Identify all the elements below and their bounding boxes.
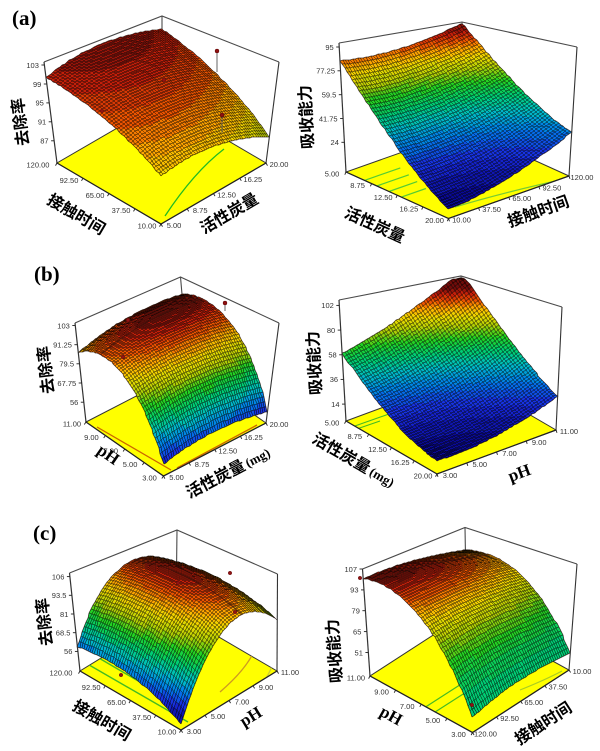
svg-text:3.00: 3.00 xyxy=(443,471,458,480)
svg-text:95: 95 xyxy=(35,99,43,108)
svg-text:3.00: 3.00 xyxy=(142,474,157,483)
svg-text:12.50: 12.50 xyxy=(374,193,393,202)
svg-text:(a): (a) xyxy=(12,6,37,30)
svg-text:16.25: 16.25 xyxy=(243,175,262,184)
svg-text:68.5: 68.5 xyxy=(56,629,71,638)
svg-text:11.00: 11.00 xyxy=(560,427,578,436)
svg-text:5.00: 5.00 xyxy=(211,712,226,721)
svg-text:9.00: 9.00 xyxy=(374,688,389,697)
svg-text:107: 107 xyxy=(344,565,357,574)
svg-text:5.00: 5.00 xyxy=(472,460,487,469)
svg-text:77.25: 77.25 xyxy=(316,67,335,76)
svg-text:20.00: 20.00 xyxy=(414,472,433,481)
svg-text:10.00: 10.00 xyxy=(573,667,592,676)
svg-text:102: 102 xyxy=(321,301,334,310)
svg-text:20.00: 20.00 xyxy=(270,420,289,429)
svg-text:24: 24 xyxy=(331,138,339,147)
svg-text:65.00: 65.00 xyxy=(512,194,531,203)
svg-text:5.00: 5.00 xyxy=(169,473,184,482)
svg-text:12.50: 12.50 xyxy=(217,191,236,200)
svg-text:8.75: 8.75 xyxy=(347,432,362,441)
svg-text:56: 56 xyxy=(70,398,78,407)
svg-text:65.00: 65.00 xyxy=(107,698,126,707)
svg-text:36: 36 xyxy=(330,375,338,384)
svg-text:120.00: 120.00 xyxy=(474,730,497,739)
svg-text:20.00: 20.00 xyxy=(425,216,444,225)
svg-text:92.50: 92.50 xyxy=(82,683,101,692)
svg-text:58: 58 xyxy=(328,351,336,360)
svg-text:12.50: 12.50 xyxy=(368,445,387,454)
svg-text:16.25: 16.25 xyxy=(400,204,419,213)
svg-text:91.25: 91.25 xyxy=(53,341,72,350)
svg-text:93.5: 93.5 xyxy=(52,591,67,600)
svg-text:37.50: 37.50 xyxy=(549,683,568,692)
svg-text:56: 56 xyxy=(64,647,72,656)
svg-text:103: 103 xyxy=(57,321,70,330)
svg-text:8.75: 8.75 xyxy=(350,181,365,190)
svg-text:37.50: 37.50 xyxy=(112,206,131,215)
svg-text:87: 87 xyxy=(40,137,48,146)
svg-text:120.00: 120.00 xyxy=(27,161,50,170)
svg-text:7.00: 7.00 xyxy=(400,702,415,711)
svg-text:7.00: 7.00 xyxy=(502,449,517,458)
svg-text:3.00: 3.00 xyxy=(451,730,466,739)
svg-text:5.00: 5.00 xyxy=(426,716,441,725)
svg-text:11.00: 11.00 xyxy=(63,420,81,429)
svg-text:79.5: 79.5 xyxy=(59,360,74,369)
svg-text:41.75: 41.75 xyxy=(319,114,338,123)
svg-text:14: 14 xyxy=(331,400,339,409)
svg-text:8.75: 8.75 xyxy=(195,460,210,469)
svg-text:9.00: 9.00 xyxy=(259,683,274,692)
svg-text:106: 106 xyxy=(52,572,65,581)
svg-text:65: 65 xyxy=(353,627,361,636)
svg-text:8.75: 8.75 xyxy=(193,206,208,215)
svg-text:79: 79 xyxy=(352,607,360,616)
svg-text:12.50: 12.50 xyxy=(218,447,237,456)
svg-text:65.00: 65.00 xyxy=(524,698,543,707)
svg-text:120.00: 120.00 xyxy=(50,669,73,678)
svg-text:5.00: 5.00 xyxy=(123,460,138,469)
svg-text:67.75: 67.75 xyxy=(57,379,76,388)
svg-text:16.25: 16.25 xyxy=(391,458,410,467)
svg-text:(b): (b) xyxy=(34,262,60,286)
svg-text:103: 103 xyxy=(26,61,39,70)
svg-text:7.00: 7.00 xyxy=(235,698,250,707)
svg-text:11.00: 11.00 xyxy=(281,668,299,677)
svg-text:16.25: 16.25 xyxy=(244,433,263,442)
svg-text:10.00: 10.00 xyxy=(158,728,177,737)
svg-text:5.00: 5.00 xyxy=(167,221,182,230)
svg-text:51: 51 xyxy=(355,648,363,657)
svg-text:99: 99 xyxy=(33,80,41,89)
svg-text:81: 81 xyxy=(60,610,68,619)
svg-text:59.5: 59.5 xyxy=(322,91,337,100)
svg-text:92.50: 92.50 xyxy=(60,176,79,185)
svg-text:92.50: 92.50 xyxy=(543,184,562,193)
svg-text:65.00: 65.00 xyxy=(86,191,105,200)
svg-text:10.00: 10.00 xyxy=(452,216,471,225)
svg-text:5.00: 5.00 xyxy=(325,170,340,179)
svg-text:92.50: 92.50 xyxy=(500,714,519,723)
svg-text:91: 91 xyxy=(38,118,46,127)
svg-text:20.00: 20.00 xyxy=(270,160,289,169)
svg-text:11.00: 11.00 xyxy=(347,674,365,683)
svg-text:9.00: 9.00 xyxy=(532,438,547,447)
svg-text:93: 93 xyxy=(350,586,358,595)
svg-text:5.00: 5.00 xyxy=(325,419,340,428)
svg-text:120.00: 120.00 xyxy=(571,173,594,182)
svg-text:95: 95 xyxy=(325,43,333,52)
svg-text:9.00: 9.00 xyxy=(84,433,99,442)
svg-text:(c): (c) xyxy=(33,521,56,545)
svg-text:10.00: 10.00 xyxy=(138,222,157,231)
svg-text:37.50: 37.50 xyxy=(482,205,501,214)
svg-text:37.50: 37.50 xyxy=(132,713,151,722)
svg-text:80: 80 xyxy=(327,326,335,335)
svg-text:3.00: 3.00 xyxy=(187,727,202,736)
svg-text:7.00: 7.00 xyxy=(103,447,118,456)
